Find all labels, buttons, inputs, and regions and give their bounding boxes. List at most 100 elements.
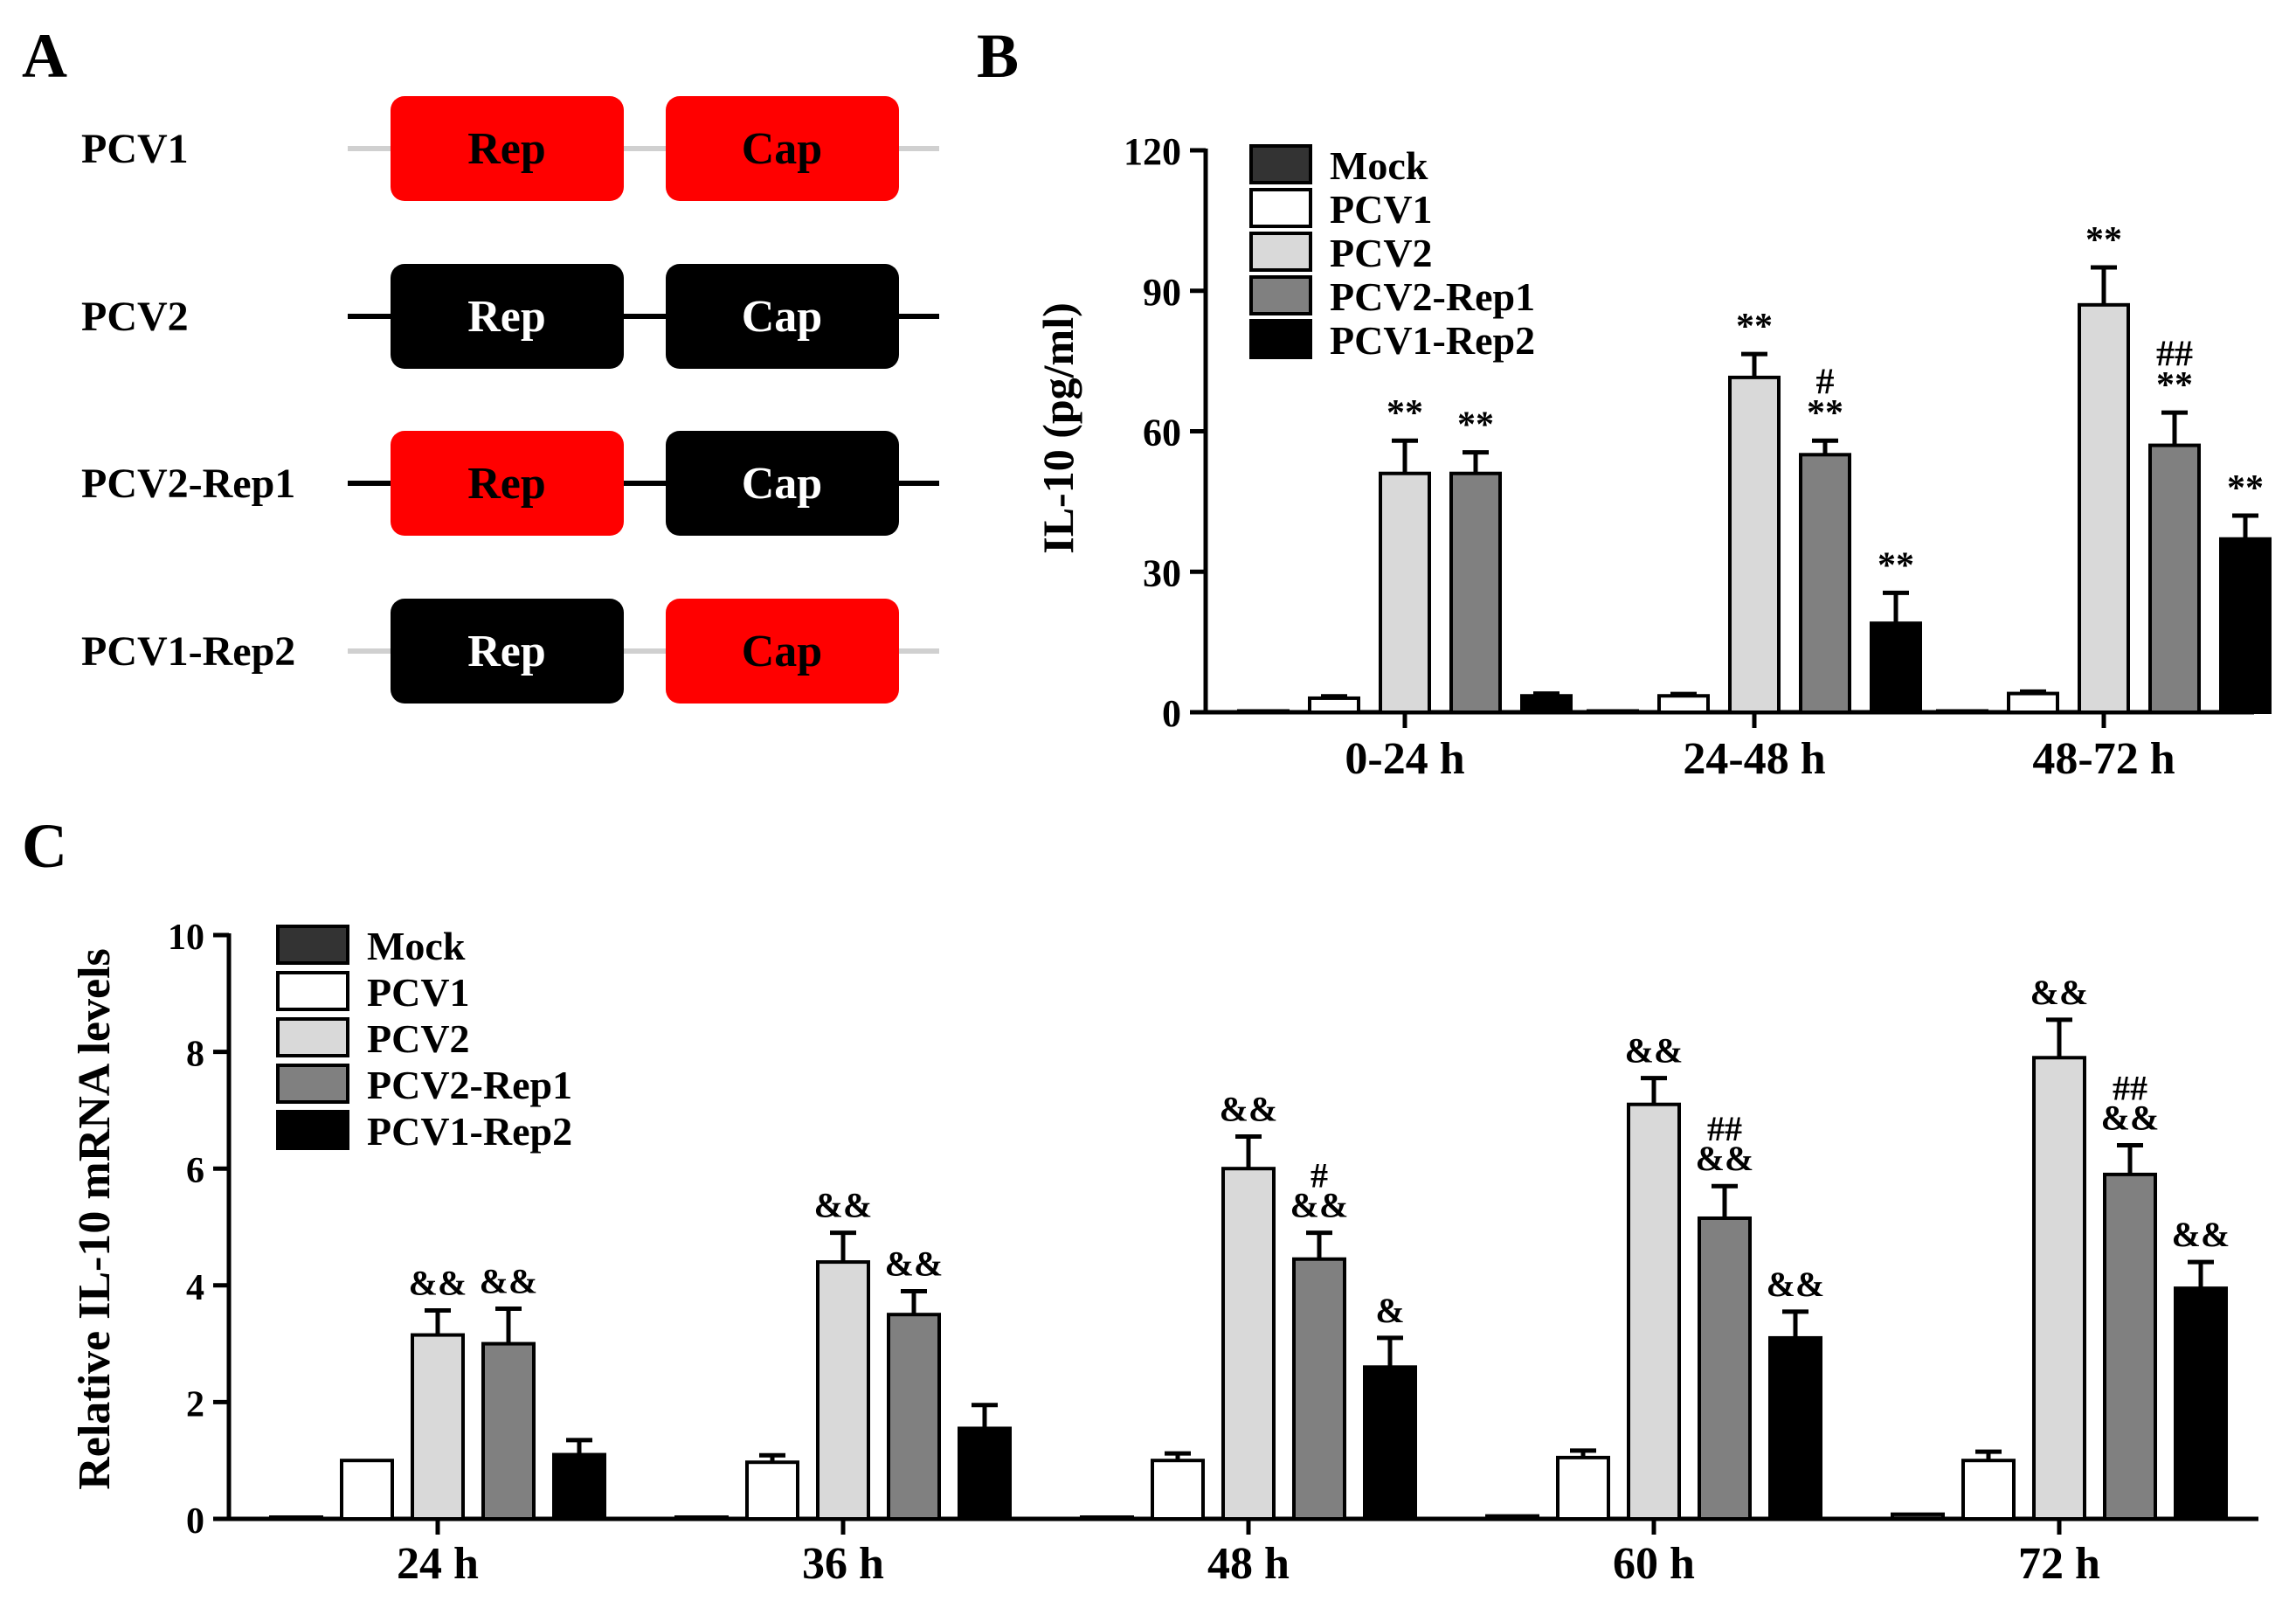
bar-pcv1-rep2: [1520, 694, 1573, 715]
bar-mock: [1237, 709, 1290, 714]
panel-label-c: C: [22, 811, 67, 881]
bar-pcv1: [1151, 1459, 1205, 1521]
legend-swatch-pcv1: [1249, 188, 1312, 228]
y-tick-label: 90: [1143, 271, 1181, 314]
bar-pcv2: [411, 1333, 465, 1521]
y-axis-label: Relative IL-10 mRNA levels: [70, 948, 120, 1490]
diagram-row-label: PCV1: [81, 126, 189, 172]
significance-mark: &&: [1696, 1139, 1754, 1178]
bar-pcv2-rep1: [2148, 443, 2201, 714]
significance-mark: &&: [480, 1262, 538, 1301]
cap-label: Cap: [742, 627, 822, 676]
legend-label-mock: Mock: [1330, 143, 1428, 188]
diagram-row-label: PCV2-Rep1: [81, 461, 295, 507]
significance-mark: **: [1878, 545, 1914, 586]
y-tick-label: 4: [186, 1268, 204, 1308]
panel-label-a: A: [22, 21, 67, 91]
bar-pcv2-rep1: [1799, 453, 1851, 715]
legend-label-pcv2: PCV2: [1330, 231, 1433, 275]
bar-pcv2: [816, 1260, 870, 1521]
legend-label-pcv1-rep2: PCV1-Rep2: [367, 1109, 572, 1154]
bar-pcv2: [2032, 1056, 2086, 1521]
bar-pcv1: [340, 1459, 394, 1521]
bar-pcv1-rep2: [2219, 537, 2272, 714]
bar-mock: [269, 1514, 323, 1521]
significance-mark: &&: [885, 1244, 944, 1283]
rep-label: Rep: [467, 292, 546, 342]
y-tick-label: 60: [1143, 412, 1181, 454]
significance-mark: &&: [1767, 1265, 1825, 1304]
y-tick-label: 0: [186, 1501, 204, 1542]
bar-mock: [1485, 1514, 1539, 1521]
bar-mock: [1080, 1514, 1134, 1521]
bar-pcv1: [1657, 694, 1710, 715]
bar-pcv2-rep1: [1449, 471, 1502, 714]
bar-pcv2: [1379, 471, 1431, 714]
significance-mark: **: [1807, 393, 1843, 433]
bar-pcv1-rep2: [1363, 1365, 1417, 1521]
bar-pcv1-rep2: [1870, 621, 1922, 714]
rep-label: Rep: [467, 459, 546, 509]
diagram-row-pcv1-rep2: PCV1-Rep2 Rep Cap: [81, 599, 939, 704]
y-tick-label: 120: [1124, 130, 1181, 173]
bar-pcv2: [2078, 302, 2130, 714]
legend-swatch-pcv2-rep1: [1249, 275, 1312, 315]
cap-label: Cap: [742, 459, 822, 509]
rep-label: Rep: [467, 627, 546, 676]
legend-swatch-pcv2: [1249, 232, 1312, 272]
significance-mark: &&: [1290, 1186, 1349, 1225]
bar-pcv2-rep1: [1292, 1257, 1346, 1521]
bar-pcv1: [1308, 696, 1360, 714]
significance-mark: **: [1387, 393, 1423, 433]
bar-pcv1-rep2: [1768, 1335, 1822, 1521]
significance-mark: **: [2085, 220, 2122, 260]
y-tick-label: 0: [1162, 692, 1181, 735]
chart-b: 0 30 60 90 120 IL-10 (pg/ml) 0-24 h ** ** 24-48 h…: [1034, 130, 2272, 784]
diagram-row-pcv2-rep1: PCV2-Rep1 Rep Cap: [81, 431, 939, 536]
rep-box: [391, 431, 624, 536]
cap-box: [666, 96, 899, 201]
bar-pcv1: [1961, 1459, 2016, 1521]
y-tick-label: 6: [186, 1151, 204, 1191]
y-tick-label: 10: [168, 918, 204, 958]
bar-pcv2-rep1: [481, 1341, 536, 1521]
significance-mark-secondary: #: [1816, 363, 1835, 403]
bar-pcv2: [1221, 1167, 1276, 1521]
significance-mark: **: [1736, 307, 1773, 347]
legend-label-pcv2-rep1: PCV2-Rep1: [1330, 274, 1535, 319]
legend-label-mock: Mock: [367, 924, 466, 968]
rep-box: [391, 264, 624, 369]
x-tick-label: 36 h: [802, 1539, 884, 1589]
legend-label-pcv2-rep1: PCV2-Rep1: [367, 1063, 572, 1107]
x-tick-label: 60 h: [1613, 1539, 1695, 1589]
bar-pcv2-rep1: [887, 1313, 941, 1521]
diagram-row-pcv1: PCV1 Rep Cap: [81, 96, 939, 201]
panel-label-b: B: [977, 21, 1019, 91]
significance-mark-secondary: ##: [1707, 1109, 1742, 1148]
rep-box: [391, 96, 624, 201]
y-tick-label: 30: [1143, 551, 1181, 594]
cap-label: Cap: [742, 124, 822, 174]
significance-mark: **: [2227, 468, 2264, 509]
legend-swatch-pcv2-rep1: [276, 1064, 349, 1104]
rep-label: Rep: [467, 124, 546, 174]
y-axis-label: IL-10 (pg/ml): [1034, 302, 1082, 554]
bar-mock: [1891, 1512, 1945, 1521]
legend-swatch-mock: [276, 925, 349, 965]
x-tick-label: 48-72 h: [2032, 734, 2175, 784]
x-tick-label: 72 h: [2018, 1539, 2100, 1589]
significance-mark-secondary: ##: [2113, 1068, 2147, 1107]
legend-swatch-pcv2: [276, 1017, 349, 1057]
significance-mark: &&: [2101, 1098, 2160, 1137]
significance-mark: &&: [1220, 1089, 1278, 1128]
legend-swatch-mock: [1249, 144, 1312, 184]
bar-mock: [1587, 709, 1639, 714]
x-tick-label: 48 h: [1207, 1539, 1290, 1589]
legend-swatch-pcv1-rep2: [1249, 319, 1312, 359]
diagram-row-pcv2: PCV2 Rep Cap: [81, 264, 939, 369]
cap-label: Cap: [742, 292, 822, 342]
bar-pcv1-rep2: [958, 1426, 1012, 1521]
bar-pcv2: [1627, 1102, 1681, 1521]
significance-mark: &: [1375, 1291, 1404, 1330]
